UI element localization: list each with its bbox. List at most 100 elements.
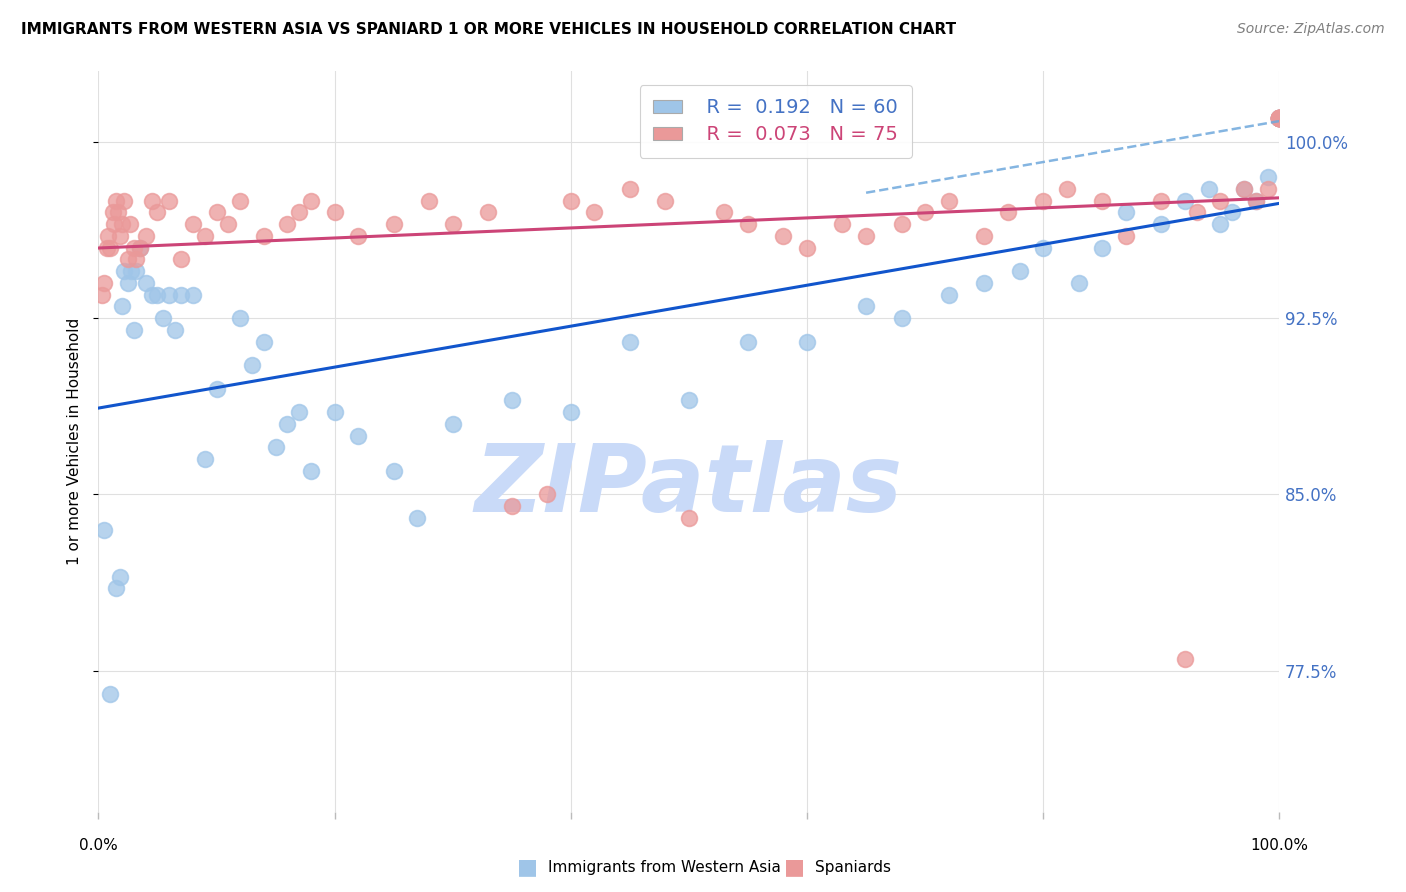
Point <box>1268 112 1291 126</box>
Point <box>128 241 150 255</box>
Point <box>501 393 523 408</box>
Point <box>108 570 131 584</box>
Point <box>141 287 163 301</box>
Point <box>1220 205 1243 219</box>
Point <box>1233 182 1256 196</box>
Point <box>299 194 322 208</box>
Point <box>477 205 499 219</box>
Point <box>181 217 204 231</box>
Point <box>1115 228 1137 243</box>
Point <box>796 334 818 349</box>
Point <box>418 194 440 208</box>
Point <box>299 464 322 478</box>
Point <box>253 334 276 349</box>
Point <box>1067 276 1090 290</box>
Point <box>205 205 228 219</box>
Point <box>105 194 128 208</box>
Point <box>654 194 676 208</box>
Point <box>560 194 582 208</box>
Point <box>1174 652 1197 666</box>
Point <box>121 264 143 278</box>
Point <box>347 428 370 442</box>
Point <box>170 287 193 301</box>
Point <box>441 217 464 231</box>
Point <box>1268 112 1291 126</box>
Point <box>1268 112 1291 126</box>
Point <box>194 452 217 467</box>
Point <box>501 499 523 513</box>
Point <box>1185 205 1208 219</box>
Point <box>855 299 877 313</box>
Point <box>1268 112 1291 126</box>
Point <box>98 241 121 255</box>
Legend:   R =  0.192   N = 60,   R =  0.073   N = 75: R = 0.192 N = 60, R = 0.073 N = 75 <box>640 85 911 158</box>
Point <box>1091 241 1114 255</box>
Point <box>1268 112 1291 126</box>
Point <box>1174 194 1197 208</box>
Point <box>890 217 912 231</box>
Point <box>1268 112 1291 126</box>
Point <box>713 205 735 219</box>
Point <box>1268 112 1291 126</box>
Point <box>1268 112 1291 126</box>
Point <box>1233 182 1256 196</box>
Text: Spaniards: Spaniards <box>815 860 891 874</box>
Point <box>217 217 239 231</box>
Text: 100.0%: 100.0% <box>1250 838 1309 853</box>
Point <box>122 323 145 337</box>
Point <box>1257 182 1279 196</box>
Point <box>264 441 287 455</box>
Point <box>737 334 759 349</box>
Point <box>1150 217 1173 231</box>
Point <box>890 311 912 326</box>
Point <box>441 417 464 431</box>
Point <box>107 205 129 219</box>
Point <box>112 194 135 208</box>
Point <box>240 358 263 372</box>
Point <box>112 264 135 278</box>
Point <box>125 252 148 267</box>
Point <box>737 217 759 231</box>
Point <box>855 228 877 243</box>
Point <box>347 228 370 243</box>
Point <box>619 182 641 196</box>
Point <box>108 228 131 243</box>
Point <box>170 252 193 267</box>
Point <box>135 276 157 290</box>
Point <box>1008 264 1031 278</box>
Point <box>117 252 139 267</box>
Point <box>205 382 228 396</box>
Point <box>1032 194 1054 208</box>
Text: 0.0%: 0.0% <box>79 838 118 853</box>
Point <box>93 523 115 537</box>
Point <box>125 264 148 278</box>
Point <box>111 217 134 231</box>
Point <box>1268 112 1291 126</box>
Point <box>973 228 995 243</box>
Point <box>619 334 641 349</box>
Point <box>229 311 252 326</box>
Point <box>938 287 960 301</box>
Point <box>120 217 142 231</box>
Point <box>1209 217 1232 231</box>
Text: Source: ZipAtlas.com: Source: ZipAtlas.com <box>1237 22 1385 37</box>
Point <box>288 405 311 419</box>
Point <box>96 241 118 255</box>
Point <box>831 217 853 231</box>
Text: IMMIGRANTS FROM WESTERN ASIA VS SPANIARD 1 OR MORE VEHICLES IN HOUSEHOLD CORRELA: IMMIGRANTS FROM WESTERN ASIA VS SPANIARD… <box>21 22 956 37</box>
Point <box>382 464 405 478</box>
Point <box>938 194 960 208</box>
Point <box>194 228 217 243</box>
Point <box>98 687 121 701</box>
Point <box>1115 205 1137 219</box>
Point <box>122 241 145 255</box>
Point <box>111 299 134 313</box>
Text: ■: ■ <box>785 857 804 877</box>
Point <box>1209 194 1232 208</box>
Point <box>253 228 276 243</box>
Point <box>165 323 187 337</box>
Point <box>276 217 298 231</box>
Point <box>141 194 163 208</box>
Point <box>1257 170 1279 185</box>
Point <box>1032 241 1054 255</box>
